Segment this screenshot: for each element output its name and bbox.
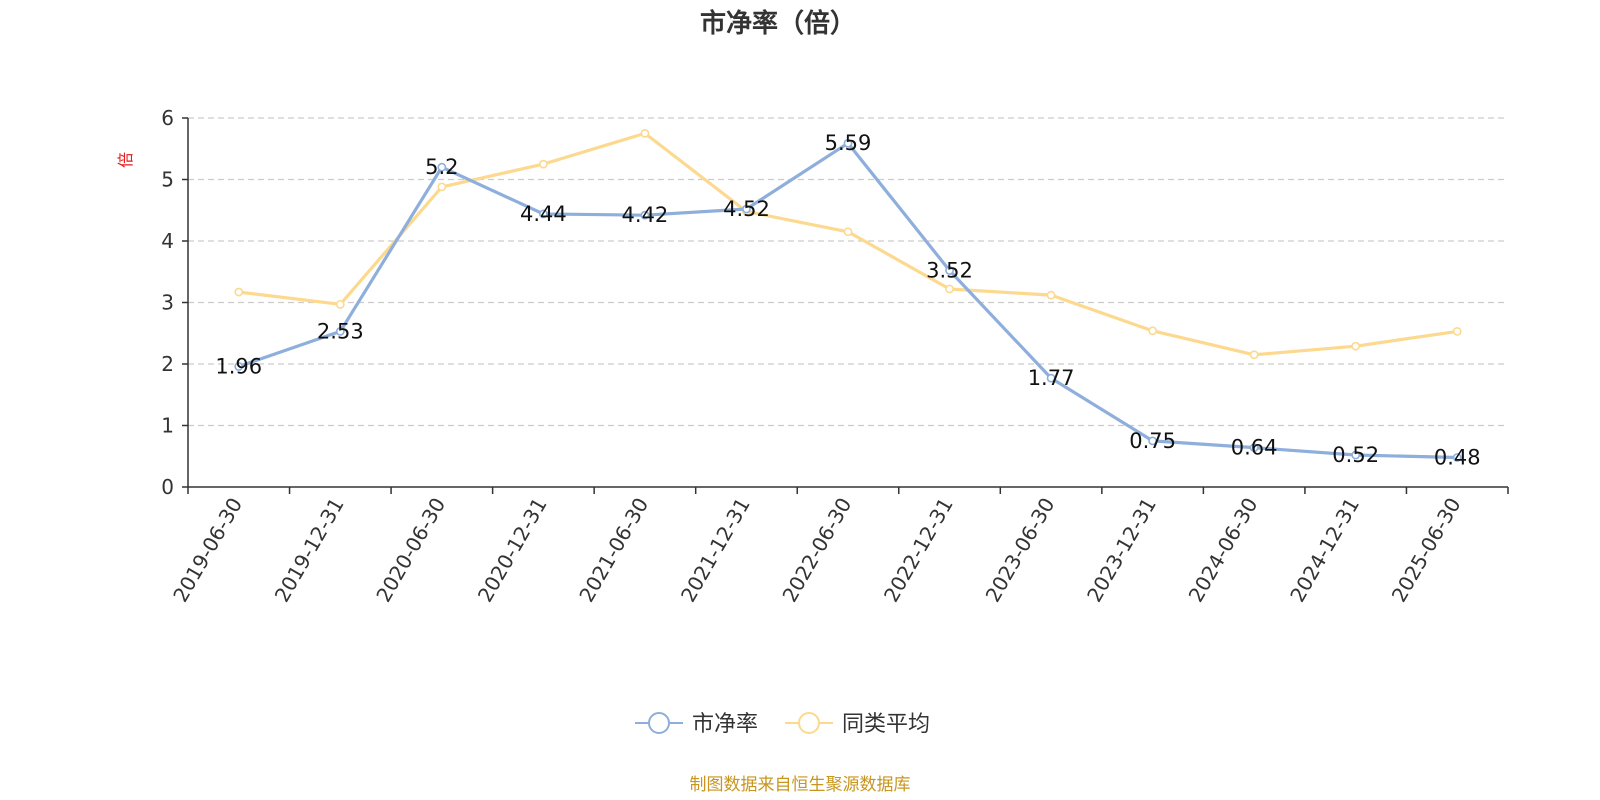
data-label: 3.52: [926, 259, 973, 283]
data-point: [843, 227, 853, 237]
data-label: 0.75: [1129, 429, 1176, 453]
data-point: [538, 159, 548, 169]
data-point: [1249, 443, 1259, 453]
data-label: 2.53: [317, 319, 364, 343]
data-point: [945, 266, 954, 275]
x-tick-label: 2021-06-30: [574, 494, 653, 607]
data-label: 4.42: [622, 203, 669, 227]
data-point: [335, 299, 345, 309]
chart-title: 市净率（倍）: [700, 8, 856, 39]
x-tick-label: 2024-12-31: [1285, 494, 1364, 607]
y-tick-label: 3: [161, 291, 174, 315]
y-axis-label: 倍: [116, 152, 135, 168]
data-label: 4.52: [723, 197, 770, 221]
data-label: 0.52: [1332, 443, 1379, 467]
data-point: [1351, 450, 1361, 460]
data-point: [640, 128, 650, 138]
data-label: 1.96: [215, 354, 262, 378]
data-label: 0.48: [1434, 445, 1481, 469]
x-tick-label: 2023-12-31: [1082, 494, 1161, 607]
data-point: [742, 204, 751, 214]
x-tick-label: 2022-06-30: [777, 494, 856, 607]
legend-marker: [648, 712, 670, 734]
data-point: [1249, 350, 1259, 360]
source-note: 制图数据来自恒生聚源数据库: [690, 775, 911, 795]
y-tick-label: 6: [161, 106, 174, 130]
data-point: [1046, 290, 1056, 300]
data-point: [1452, 453, 1462, 462]
x-tick-label: 2021-12-31: [676, 494, 755, 607]
data-point: [234, 362, 244, 371]
data-point: [1351, 341, 1361, 351]
legend: 市净率 同类平均: [635, 712, 930, 737]
legend-label: 市净率: [692, 712, 758, 737]
data-label: 0.64: [1231, 436, 1278, 460]
series-line-1: [238, 141, 1458, 460]
data-point: [945, 284, 954, 294]
x-tick-label: 2023-06-30: [981, 494, 1060, 607]
data-point: [843, 138, 853, 148]
data-point: [1046, 373, 1056, 383]
x-tick-label: 2019-12-31: [270, 494, 349, 607]
data-point: [640, 210, 650, 220]
data-label: 5.59: [825, 131, 872, 155]
data-point: [437, 182, 447, 192]
x-tick-label: 2019-06-30: [168, 494, 247, 607]
y-tick-label: 1: [161, 414, 174, 438]
y-tick-label: 0: [161, 475, 174, 499]
y-tick-label: 4: [161, 229, 174, 253]
x-tick-label: 2020-12-31: [473, 494, 552, 607]
data-point: [1148, 326, 1158, 336]
series-layer: [234, 128, 1462, 462]
data-label: 5.2: [425, 155, 458, 179]
data-point: [234, 287, 244, 297]
data-point: [1148, 436, 1158, 446]
y-tick-label: 2: [161, 352, 174, 376]
grid-lines: [188, 117, 1508, 427]
legend-item-1: 市净率: [635, 712, 758, 737]
data-label: 4.44: [520, 202, 567, 226]
x-tick-label: 2020-06-30: [371, 494, 450, 607]
data-point: [437, 162, 447, 172]
axes: 0 1 2 3 4 5 6 2019-06-30 2019-12-31 2020-06-30 202…: [161, 106, 1509, 607]
legend-label: 同类平均: [842, 712, 930, 737]
data-point: [335, 327, 345, 336]
x-tick-label: 2022-12-31: [879, 494, 958, 607]
legend-marker: [798, 712, 820, 734]
data-labels: 1.96 2.53 5.2 4.44 4.42 4.52 5.59 3.52 1.77 0.75 0…: [215, 131, 1480, 469]
y-tick-label: 5: [161, 168, 174, 192]
data-point: [538, 209, 548, 219]
data-point: [1452, 327, 1462, 336]
series-line-2: [238, 131, 1458, 357]
data-label: 1.77: [1028, 366, 1075, 390]
x-tick-label: 2024-06-30: [1184, 494, 1263, 607]
legend-item-2: 同类平均: [785, 712, 930, 737]
x-tick-label: 2025-06-30: [1387, 494, 1466, 607]
